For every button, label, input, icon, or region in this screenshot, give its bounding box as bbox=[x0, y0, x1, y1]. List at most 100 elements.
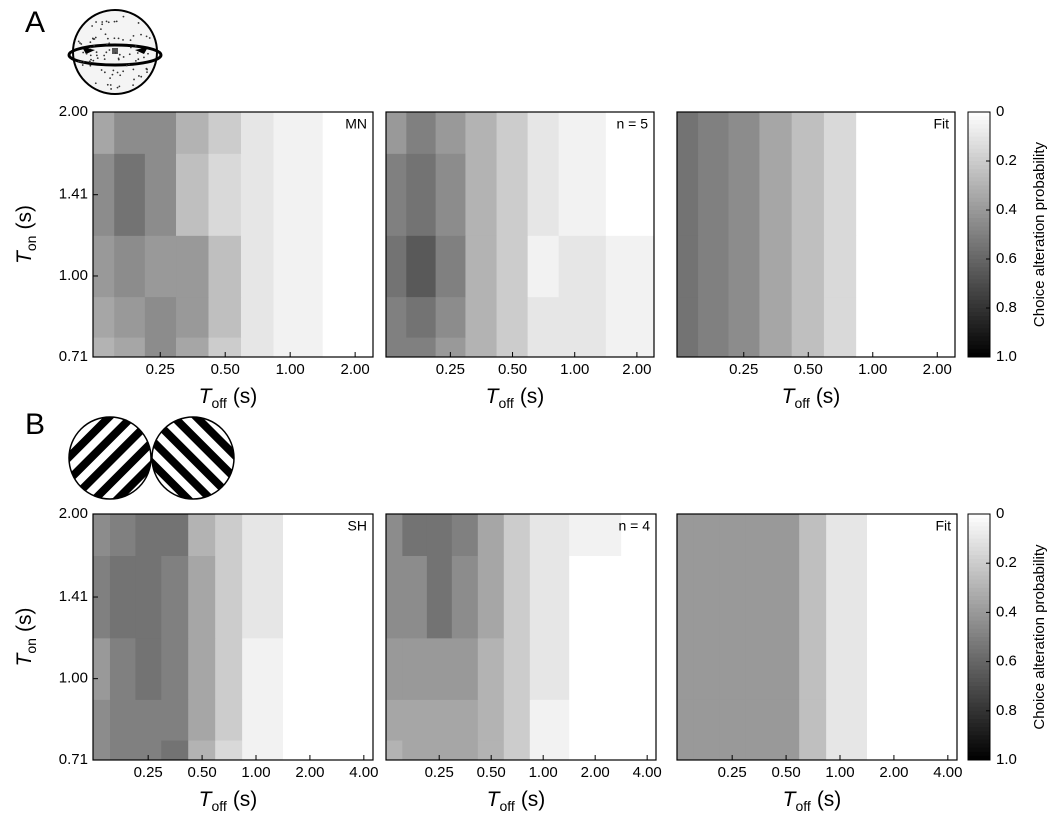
sphere-dot bbox=[117, 72, 119, 74]
colorbar-step bbox=[968, 181, 990, 186]
axis-subscript: on bbox=[23, 638, 39, 654]
contour-cell bbox=[799, 556, 826, 639]
sphere-dot bbox=[100, 28, 102, 30]
contour-cell bbox=[386, 699, 403, 740]
contour-cell bbox=[406, 337, 436, 357]
contour-cell bbox=[621, 638, 656, 700]
contour-cell bbox=[745, 514, 772, 556]
colorbar-step bbox=[968, 267, 990, 272]
axis-unit: (s) bbox=[13, 205, 36, 230]
sphere-dot bbox=[135, 60, 137, 62]
contour-cell bbox=[386, 235, 407, 297]
colorbar-step bbox=[968, 551, 990, 556]
colorbar-tick-label: 0.4 bbox=[996, 201, 1017, 218]
contour-cell bbox=[323, 235, 374, 297]
sphere-dot bbox=[86, 53, 88, 55]
colorbar-step bbox=[968, 604, 990, 609]
contour-cell bbox=[176, 112, 209, 154]
sphere-dot bbox=[123, 56, 125, 58]
sphere-dot bbox=[132, 84, 134, 86]
x-tick-label: 4.00 bbox=[933, 764, 962, 781]
contour-cell bbox=[728, 235, 759, 297]
contour-cell bbox=[792, 153, 825, 235]
x-tick-label: 0.25 bbox=[718, 764, 747, 781]
contour-cell bbox=[606, 153, 655, 235]
contour-cell bbox=[188, 699, 215, 740]
x-tick-label: 0.50 bbox=[187, 764, 216, 781]
contour-cell bbox=[559, 153, 607, 235]
contour-cell bbox=[283, 514, 337, 556]
colorbar-step bbox=[968, 748, 990, 753]
contour-cell bbox=[504, 638, 530, 700]
contour-cell bbox=[905, 337, 955, 357]
x-tick-label: 0.25 bbox=[134, 764, 163, 781]
colorbar-step bbox=[968, 284, 990, 289]
axis-label: Toff(s) bbox=[782, 385, 841, 411]
sphere-dot bbox=[92, 38, 94, 40]
contour-cell bbox=[215, 740, 242, 760]
sphere-dot bbox=[105, 33, 107, 35]
panel-annotation: SH bbox=[348, 518, 367, 534]
panel-label: A bbox=[25, 6, 45, 39]
sphere-dot bbox=[82, 52, 84, 54]
contour-cell bbox=[208, 153, 241, 235]
x-tick-label: 1.00 bbox=[560, 361, 589, 378]
contour-cell bbox=[465, 297, 497, 338]
colorbar-step bbox=[968, 259, 990, 264]
sphere-dot bbox=[133, 35, 135, 37]
contour-cell bbox=[386, 556, 403, 639]
sphere-dot bbox=[108, 42, 110, 44]
contour-cell bbox=[478, 699, 504, 740]
contour-cell bbox=[569, 638, 621, 700]
axis-unit: (s) bbox=[233, 788, 258, 811]
contour-cell bbox=[273, 337, 323, 357]
axis-subscript: off bbox=[212, 395, 227, 411]
axis-label: Toff(s) bbox=[783, 788, 842, 814]
contour-cell bbox=[677, 235, 699, 297]
contour-cell bbox=[504, 740, 530, 760]
sphere-dot bbox=[109, 49, 111, 51]
contour-cell bbox=[241, 235, 274, 297]
colorbar-step bbox=[968, 210, 990, 215]
contour-cell bbox=[824, 235, 857, 297]
contour-cell bbox=[93, 297, 115, 338]
sphere-dot bbox=[126, 65, 128, 67]
contour-cell bbox=[145, 112, 177, 154]
contour-cell bbox=[176, 297, 209, 338]
axis-unit: (s) bbox=[520, 385, 545, 408]
colorbar-step bbox=[968, 621, 990, 626]
axis-label: Toff(s) bbox=[487, 788, 546, 814]
colorbar-step bbox=[968, 124, 990, 129]
contour-cell bbox=[694, 740, 720, 760]
contour-cell bbox=[559, 235, 607, 297]
contour-cell bbox=[145, 235, 177, 297]
sphere-dot bbox=[95, 82, 97, 84]
contour-cell bbox=[273, 235, 323, 297]
colorbar-step bbox=[968, 637, 990, 642]
contour-cell bbox=[728, 297, 759, 338]
contour-cell bbox=[826, 740, 867, 760]
sphere-dot bbox=[93, 45, 95, 47]
sphere-dot bbox=[106, 21, 108, 23]
contour-cell bbox=[826, 556, 867, 639]
sphere-dot bbox=[147, 53, 149, 55]
contour-cell bbox=[452, 514, 478, 556]
contour-cell bbox=[856, 153, 905, 235]
contour-cell bbox=[698, 112, 729, 154]
contour-cell bbox=[406, 112, 436, 154]
colorbar-step bbox=[968, 312, 990, 317]
contour-cell bbox=[569, 699, 621, 740]
contour-cell bbox=[337, 638, 374, 700]
x-tick-label: 0.50 bbox=[771, 764, 800, 781]
contour-cell bbox=[759, 297, 792, 338]
colorbar-tick-label: 0.4 bbox=[996, 603, 1017, 620]
sphere-dot bbox=[89, 61, 91, 63]
contour-cell bbox=[826, 638, 867, 700]
colorbar-step bbox=[968, 239, 990, 244]
sphere-dot bbox=[95, 21, 97, 23]
contour-cell bbox=[161, 740, 188, 760]
sphere-dot bbox=[110, 84, 112, 86]
contour-cell bbox=[528, 153, 560, 235]
contour-cell bbox=[824, 337, 857, 357]
contour-cell bbox=[323, 337, 374, 357]
